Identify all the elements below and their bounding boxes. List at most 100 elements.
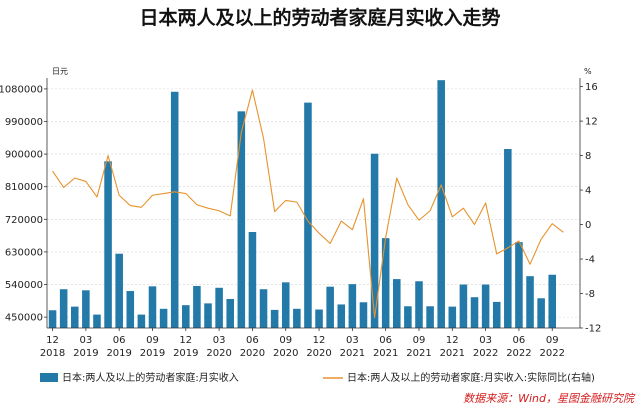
x-tick-year: 2020 [240, 348, 265, 359]
bar [515, 242, 523, 328]
x-tick-month: 03 [346, 335, 359, 346]
x-tick-year: 2022 [506, 348, 531, 359]
x-tick-year: 2021 [340, 348, 365, 359]
x-axis-ticks: 12 2018 03 2019 06 2019 09 2019 12 2019 03 2020 06 20… [40, 328, 565, 359]
x-tick-year: 2019 [140, 348, 165, 359]
bar [315, 309, 323, 328]
bar [82, 290, 90, 328]
left-tick-label: 810000 [5, 182, 43, 193]
right-tick-label: 16 [585, 82, 598, 93]
bar [526, 276, 534, 328]
x-tick-month: 03 [479, 335, 492, 346]
bar [170, 91, 179, 328]
bar [337, 304, 346, 328]
bar [370, 153, 379, 328]
bar [492, 301, 501, 328]
x-tick-year: 2020 [273, 348, 298, 359]
left-tick-label: 630000 [5, 247, 43, 258]
legend-bar-label: 日本:两人及以上的劳动者家庭:月实收入 [62, 371, 239, 384]
bar [48, 310, 57, 328]
bar [470, 297, 479, 328]
bar [215, 287, 223, 328]
bar [415, 281, 423, 328]
bar [237, 111, 246, 328]
left-axis-ticks: 450000 540000 630000 720000 810000 900000 9900… [0, 84, 47, 324]
x-tick-month: 06 [246, 335, 259, 346]
bar [459, 284, 468, 328]
bar [281, 282, 290, 328]
x-tick-year: 2019 [106, 348, 131, 359]
bar [59, 289, 68, 328]
x-tick-year: 2020 [306, 348, 331, 359]
bar [348, 284, 357, 328]
x-tick-month: 09 [146, 335, 159, 346]
bar [293, 308, 301, 328]
x-tick-year: 2021 [373, 348, 398, 359]
x-tick-year: 2021 [440, 348, 465, 359]
right-tick-label: 12 [585, 117, 598, 128]
source-note: 数据来源：Wind，星图金融研究院 [463, 392, 636, 405]
x-tick-month: 03 [79, 335, 92, 346]
bar [448, 306, 457, 328]
bar [504, 149, 512, 328]
bar [137, 314, 146, 328]
x-tick-year: 2022 [473, 348, 498, 359]
x-tick-year: 2019 [73, 348, 98, 359]
line-series [52, 89, 564, 319]
left-axis-unit: 日元 [52, 67, 68, 76]
bar [381, 238, 390, 328]
bar [548, 274, 557, 328]
bar [270, 309, 279, 328]
right-tick-label: 4 [585, 186, 591, 197]
bar [404, 306, 412, 328]
x-tick-month: 12 [179, 335, 192, 346]
bar [93, 314, 101, 328]
bar [481, 284, 490, 328]
grid-lines [47, 88, 580, 318]
x-tick-month: 03 [213, 335, 226, 346]
right-axis-ticks: -12 -8 -4 0 4 8 12 16 [580, 82, 601, 335]
x-tick-year: 2018 [40, 348, 65, 359]
bar [226, 299, 234, 328]
right-tick-label: -12 [585, 324, 601, 335]
bar [248, 231, 257, 328]
x-tick-month: 12 [446, 335, 459, 346]
x-tick-month: 09 [413, 335, 426, 346]
x-tick-month: 12 [313, 335, 326, 346]
x-tick-month: 12 [46, 335, 59, 346]
left-tick-label: 450000 [5, 313, 43, 324]
left-tick-label: 720000 [5, 215, 43, 226]
bar [148, 286, 157, 328]
bar [426, 306, 434, 328]
x-tick-year: 2022 [540, 348, 565, 359]
legend-bar-swatch [40, 373, 58, 382]
left-tick-label: 990000 [5, 117, 43, 128]
x-tick-year: 2019 [173, 348, 198, 359]
bar [326, 286, 334, 328]
left-tick-label: 900000 [5, 150, 43, 161]
bar [537, 298, 545, 328]
left-tick-label: 1080000 [0, 84, 43, 95]
bar [259, 289, 268, 328]
bar [182, 305, 190, 328]
x-tick-month: 06 [379, 335, 392, 346]
x-tick-year: 2020 [206, 348, 231, 359]
bar [70, 306, 79, 328]
x-tick-month: 09 [279, 335, 292, 346]
bar [393, 279, 401, 328]
bar [115, 253, 123, 328]
bar [159, 308, 168, 328]
right-tick-label: -8 [585, 289, 595, 300]
x-tick-month: 06 [513, 335, 526, 346]
bar [304, 102, 312, 328]
bar [359, 302, 368, 328]
bar [126, 291, 135, 328]
bar [437, 80, 445, 328]
bar [193, 285, 201, 328]
bar [204, 303, 212, 328]
x-tick-month: 09 [546, 335, 559, 346]
yoy-line [52, 89, 564, 319]
legend: 日本:两人及以上的劳动者家庭:月实收入 日本:两人及以上的劳动者家庭:月实收入:… [40, 371, 595, 384]
bar-series [48, 80, 557, 328]
